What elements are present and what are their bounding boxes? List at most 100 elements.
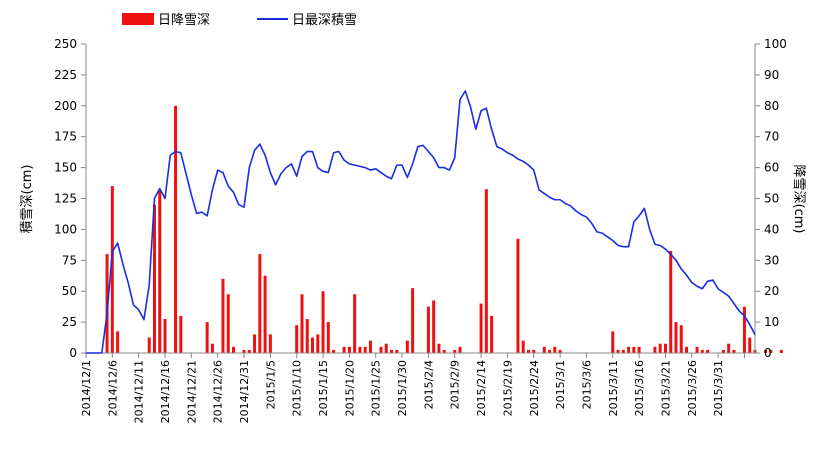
y-left-tick-label: 50 [62, 284, 77, 298]
snowfall-bar [695, 346, 699, 353]
snowfall-bar [621, 349, 625, 353]
snowfall-bar [363, 346, 367, 353]
snowfall-bar [769, 349, 773, 353]
snowfall-bar [442, 349, 446, 353]
snowfall-bar [263, 275, 267, 353]
snowfall-bar [727, 343, 731, 353]
snowfall-bar [232, 346, 235, 353]
snowfall-bar [226, 294, 230, 353]
snowfall-bar [458, 346, 462, 353]
y-right-tick-label: 80 [764, 99, 779, 113]
snowfall-bar [332, 349, 336, 353]
x-tick-label: 2015/1/10 [291, 360, 304, 416]
snowfall-bar [637, 346, 641, 353]
legend-bar-label: 日降雪深 [158, 13, 210, 28]
x-tick-label: 2015/1/5 [264, 360, 277, 409]
snowfall-bar [242, 349, 246, 353]
y-right-tick-label: 70 [764, 130, 779, 144]
x-tick-label: 2015/2/14 [475, 360, 488, 416]
snowfall-bar [326, 322, 330, 353]
snowfall-bar [479, 303, 483, 353]
x-tick-label: 2015/2/9 [449, 360, 462, 409]
snowfall-bar [553, 346, 557, 353]
snowfall-bar [390, 349, 394, 353]
snowfall-bar [258, 254, 262, 353]
y-right-tick-labels: 0 10 20 30 40 50 60 70 80 90 100 [764, 37, 787, 360]
snowfall-bar [706, 349, 710, 353]
x-tick-label: 2015/3/16 [633, 360, 646, 416]
snowfall-bar [426, 306, 430, 353]
snowfall-bar [311, 337, 315, 353]
legend: 日降雪深 日最深積雪 [122, 13, 357, 28]
snowfall-bar [453, 349, 457, 353]
snowfall-bar [484, 189, 488, 353]
x-tick-label: 2015/2/24 [528, 360, 541, 416]
y-right-tick-label: 40 [764, 222, 779, 236]
snowfall-bar [174, 105, 178, 353]
x-tick-label: 2014/12/31 [238, 360, 251, 423]
snowfall-bar [779, 349, 783, 353]
x-tick-label: 2014/12/21 [185, 360, 198, 423]
y-right-tick-label: 60 [764, 161, 779, 175]
snowfall-bar [347, 346, 351, 353]
snowfall-bar [342, 346, 346, 353]
snowfall-bar [490, 315, 494, 353]
legend-line-label: 日最深積雪 [292, 13, 357, 28]
x-tick-label: 2015/3/31 [712, 360, 725, 416]
x-tick-label: 2015/1/20 [343, 360, 356, 416]
snowfall-bar [611, 331, 615, 353]
snowfall-bar [316, 334, 320, 353]
y-left-tick-label: 0 [69, 346, 77, 360]
x-tick-label: 2015/2/19 [501, 360, 514, 416]
snowfall-bar [632, 346, 636, 353]
snowfall-bar [532, 349, 536, 353]
snowfall-bar [395, 349, 399, 353]
legend-bar-swatch [122, 13, 154, 25]
y-left-tick-label: 25 [62, 315, 77, 329]
snowfall-bar [742, 306, 746, 353]
snowfall-bar [110, 186, 114, 353]
snowfall-bar [353, 294, 357, 353]
y-left-axis-title: 積雪深(cm) [20, 165, 35, 234]
x-tick-label: 2015/3/21 [659, 360, 672, 416]
snowfall-bar [685, 346, 689, 353]
snowfall-bar [158, 189, 162, 353]
x-tick-label: 2015/1/15 [317, 360, 330, 416]
y-left-tick-labels: 0 25 50 75 100 125 150 175 200 225 250 [54, 37, 77, 360]
x-tick-label: 2015/3/6 [580, 360, 593, 409]
y-right-tick-label: 90 [764, 68, 779, 82]
y-right-axis-title: 降雪深(cm) [791, 165, 806, 234]
y-left-tick-label: 225 [54, 68, 77, 82]
snowfall-bar [653, 346, 657, 353]
snowfall-bar [295, 325, 299, 353]
y-right-tick-label: 100 [764, 37, 787, 51]
snowfall-bar [300, 294, 304, 353]
snowfall-bar [748, 337, 752, 353]
snowfall-bar [764, 349, 768, 353]
snowfall-bar [358, 346, 362, 353]
snowfall-bar [616, 349, 620, 353]
snow-depth-line [86, 90, 756, 354]
x-tick-label: 2014/12/11 [133, 360, 146, 423]
y-left-tick-label: 250 [54, 37, 77, 51]
snowfall-bar [152, 204, 156, 353]
snowfall-bar [663, 343, 667, 353]
y-right-tick-label: 10 [764, 315, 779, 329]
snowfall-bar [516, 238, 520, 353]
x-tick-label: 2015/1/25 [370, 360, 383, 416]
x-tick-label: 2015/3/26 [686, 360, 699, 416]
snowfall-bar [542, 346, 546, 353]
snowfall-bar [105, 254, 109, 353]
snowfall-bar [321, 291, 325, 353]
snowfall-bar [548, 349, 552, 353]
snowfall-bar [674, 322, 678, 353]
snowfall-bar [205, 322, 209, 353]
y-right-tick-label: 20 [764, 284, 779, 298]
snowfall-bar [526, 349, 530, 353]
snowfall-bar [627, 346, 631, 353]
snowfall-bar [669, 251, 673, 353]
snowfall-bar [437, 343, 441, 353]
y-right-tick-label: 30 [764, 253, 779, 267]
y-left-tick-label: 150 [54, 161, 77, 175]
snowfall-bar [521, 340, 525, 353]
